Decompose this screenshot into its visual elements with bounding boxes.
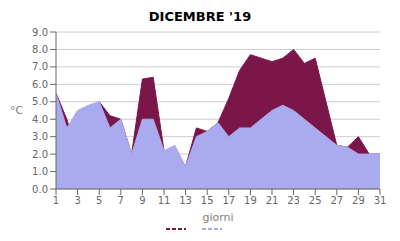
svg-text:7.0: 7.0 xyxy=(32,61,48,72)
svg-text:giorni: giorni xyxy=(202,211,233,224)
svg-text:25: 25 xyxy=(309,195,322,206)
svg-text:8.0: 8.0 xyxy=(32,44,48,55)
svg-text:9.0: 9.0 xyxy=(32,27,48,38)
svg-text:11: 11 xyxy=(158,195,171,206)
svg-text:1.0: 1.0 xyxy=(32,166,48,177)
html-text:DICEMBRE '19: DICEMBRE '19 xyxy=(148,9,252,24)
svg-text:5.0: 5.0 xyxy=(32,96,48,107)
svg-text:27: 27 xyxy=(330,195,343,206)
svg-text:6.0: 6.0 xyxy=(32,79,48,90)
svg-text:3: 3 xyxy=(74,195,80,206)
svg-text:1: 1 xyxy=(53,195,59,206)
svg-text:13: 13 xyxy=(179,195,192,206)
svg-text:31: 31 xyxy=(374,195,387,206)
svg-text:3.0: 3.0 xyxy=(32,131,48,142)
svg-text:2.0: 2.0 xyxy=(32,149,48,160)
svg-text:29: 29 xyxy=(352,195,365,206)
svg-text:7: 7 xyxy=(118,195,124,206)
svg-text:19: 19 xyxy=(244,195,257,206)
svg-text:15: 15 xyxy=(201,195,214,206)
svg-text:4.0: 4.0 xyxy=(32,114,48,125)
svg-text:21: 21 xyxy=(266,195,279,206)
svg-text:5: 5 xyxy=(96,195,102,206)
svg-text:9: 9 xyxy=(139,195,145,206)
svg-text:°C: °C xyxy=(10,104,24,117)
svg-text:23: 23 xyxy=(287,195,300,206)
svg-text:17: 17 xyxy=(222,195,235,206)
svg-text:0.0: 0.0 xyxy=(32,184,48,195)
